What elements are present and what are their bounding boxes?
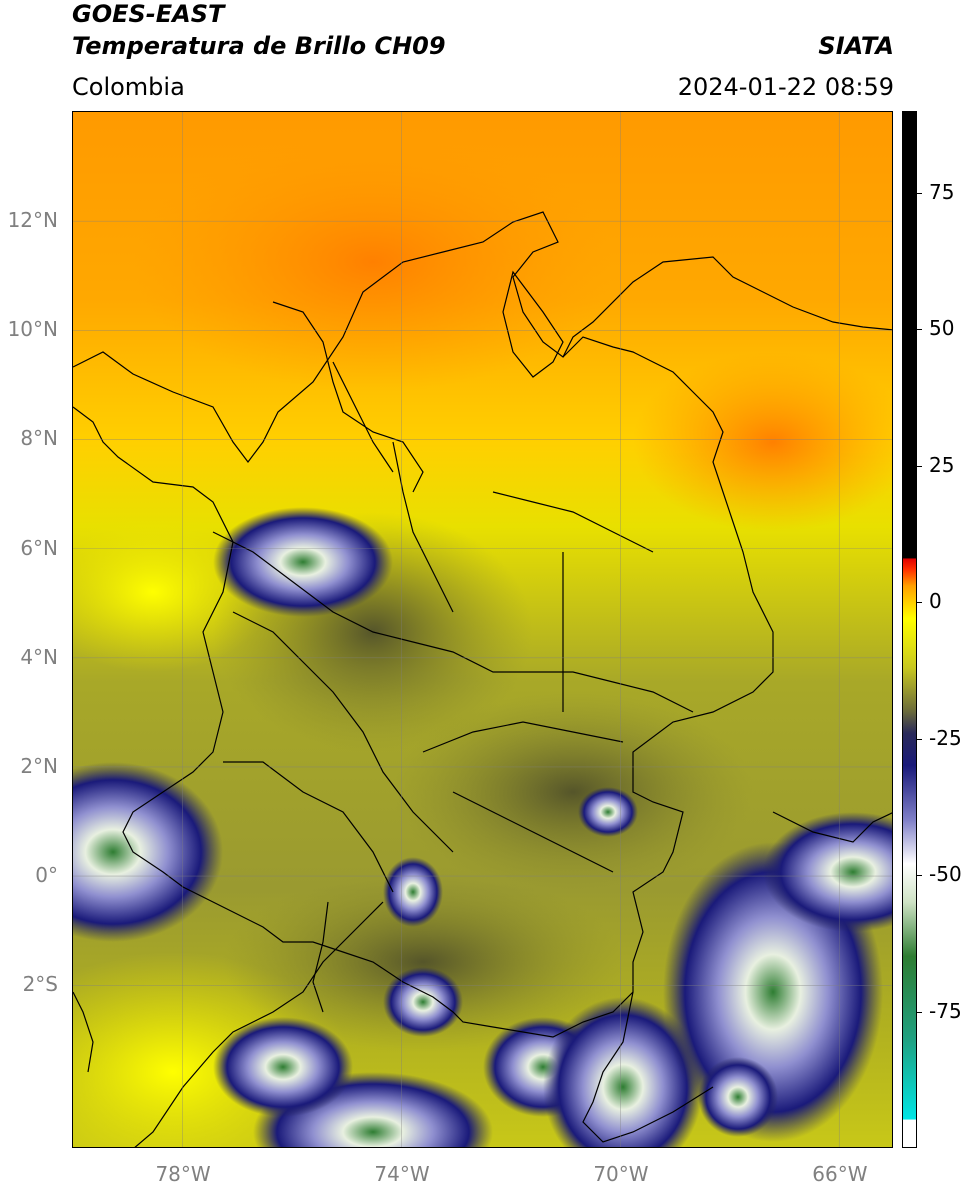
satellite-map <box>72 111 893 1148</box>
longitude-tick-label: 78°W <box>155 1162 210 1186</box>
latitude-tick-label: 4°N <box>20 645 58 669</box>
longitude-tick-label: 74°W <box>374 1162 429 1186</box>
latitude-tick-label: 10°N <box>8 317 58 341</box>
map-canvas <box>73 112 893 1148</box>
colorbar <box>902 111 917 1148</box>
colorbar-tick-label: -25 <box>929 726 962 750</box>
colorbar-tick <box>917 875 922 876</box>
colorbar-tick <box>917 1012 922 1013</box>
satellite-title: GOES-EAST <box>72 0 224 28</box>
warm-area <box>133 132 613 392</box>
colorbar-tick <box>917 602 922 603</box>
cloud-cluster <box>383 967 463 1037</box>
datetime-label: 2024-01-22 08:59 <box>678 73 894 101</box>
region-label: Colombia <box>72 73 185 101</box>
latitude-tick-label: 6°N <box>20 536 58 560</box>
cloud-cluster <box>698 1057 778 1137</box>
colorbar-tick <box>917 739 922 740</box>
colorbar-tick-label: -50 <box>929 862 962 886</box>
longitude-tick-label: 66°W <box>812 1162 867 1186</box>
cloud-cluster <box>213 507 393 617</box>
latitude-tick-label: 8°N <box>20 426 58 450</box>
colorbar-tick <box>917 193 922 194</box>
colorbar-tick-label: 0 <box>929 589 942 613</box>
latitude-tick-label: 2°S <box>23 972 58 996</box>
longitude-tick-label: 70°W <box>593 1162 648 1186</box>
cloud-cluster <box>383 857 443 927</box>
latitude-tick-label: 0° <box>35 863 58 887</box>
colorbar-tick-label: -75 <box>929 999 962 1023</box>
cloud-cluster <box>578 787 638 837</box>
latitude-tick-label: 12°N <box>8 208 58 232</box>
colorbar-tick-label: 75 <box>929 180 954 204</box>
product-title: Temperatura de Brillo CH09 <box>72 32 446 60</box>
latitude-tick-label: 2°N <box>20 754 58 778</box>
colorbar-tick-label: 50 <box>929 316 954 340</box>
colorbar-tick <box>917 466 922 467</box>
agency-label: SIATA <box>818 32 894 60</box>
colorbar-tick-label: 25 <box>929 453 954 477</box>
moist-area <box>393 692 753 892</box>
colorbar-tick <box>917 329 922 330</box>
